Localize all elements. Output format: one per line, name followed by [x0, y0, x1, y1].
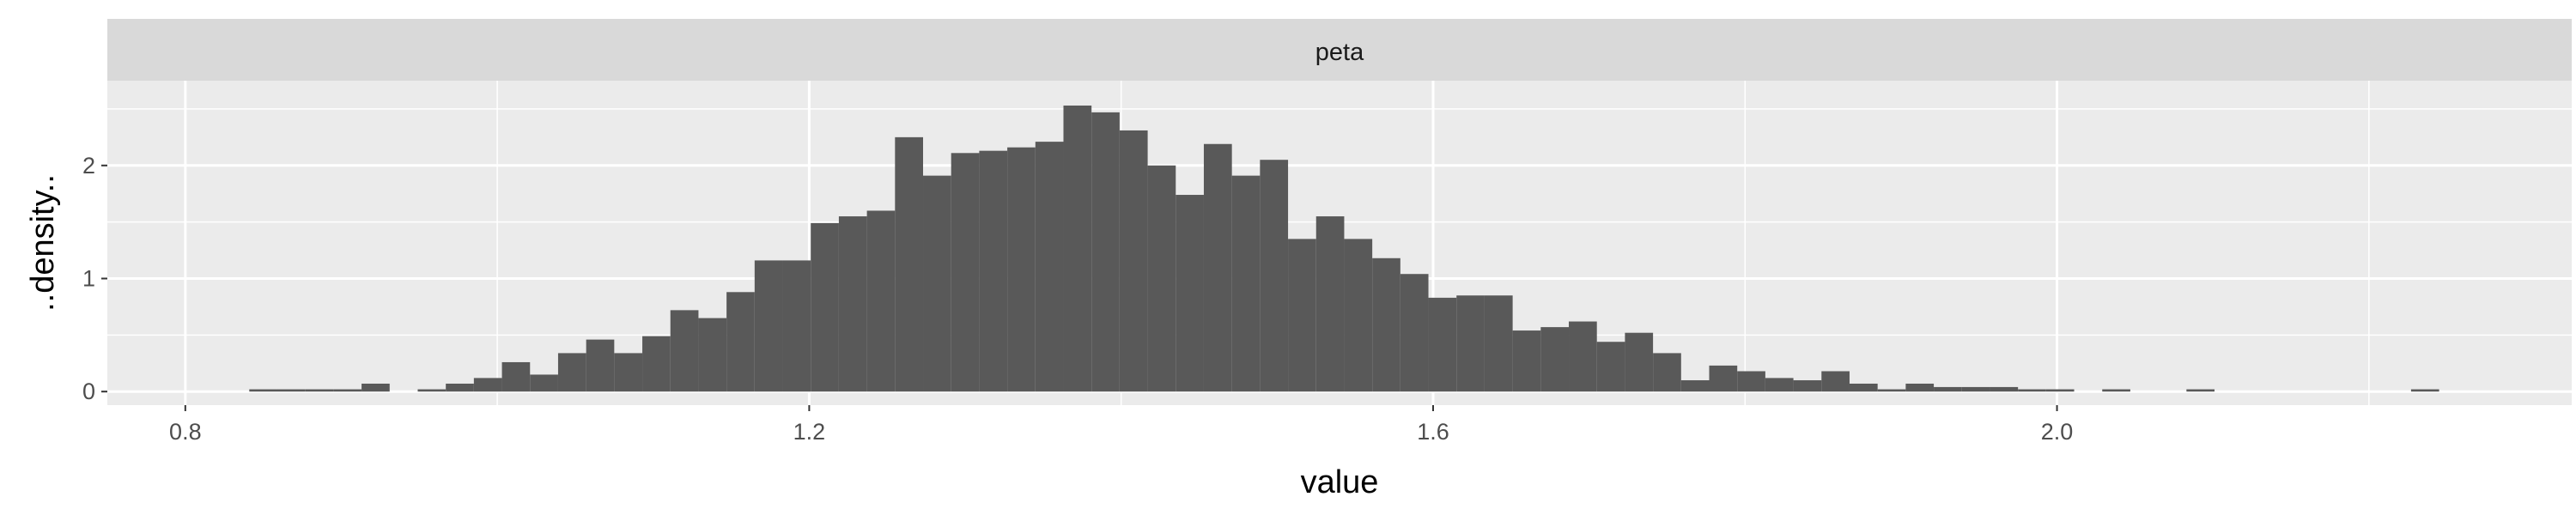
histogram-bar	[1400, 274, 1429, 392]
histogram-bar	[1793, 380, 1822, 392]
histogram-bar	[446, 383, 474, 392]
histogram-bar	[1877, 389, 1906, 392]
strip-background	[107, 19, 2572, 81]
histogram-bar	[726, 292, 755, 392]
histogram-bar	[895, 136, 924, 392]
histogram-bar	[811, 222, 839, 392]
histogram-bar	[1484, 295, 1513, 392]
histogram-bar	[1344, 239, 1373, 392]
histogram-bar	[2045, 389, 2075, 392]
histogram-bar	[1512, 330, 1541, 392]
histogram-bar	[979, 150, 1008, 392]
histogram-bar	[249, 389, 277, 392]
histogram-bar	[1288, 239, 1316, 392]
x-axis-title: value	[1301, 464, 1379, 500]
histogram-bar	[670, 310, 699, 392]
histogram-bar	[1091, 112, 1120, 392]
y-tick-label: 0	[82, 379, 95, 404]
histogram-bar	[1680, 380, 1710, 392]
histogram-bar	[501, 361, 531, 392]
histogram-bar	[2018, 389, 2046, 392]
x-tick-label: 1.6	[1417, 419, 1449, 445]
histogram-bar	[473, 378, 502, 392]
histogram-bar	[276, 389, 306, 392]
histogram-bar	[1147, 165, 1176, 392]
histogram-bar	[866, 210, 896, 392]
histogram-bar	[586, 339, 615, 392]
histogram-bar	[333, 389, 362, 392]
histogram-bar	[1315, 216, 1345, 392]
histogram-bar	[1063, 105, 1092, 392]
histogram-bar	[754, 260, 783, 392]
histogram-bar	[1934, 386, 1962, 392]
x-axis: 0.8 1.2 1.6 2.0	[169, 405, 2073, 445]
histogram-bar	[1765, 378, 1794, 392]
histogram-bar	[1709, 365, 1738, 392]
histogram-bar	[1260, 160, 1289, 392]
histogram-bar	[1569, 321, 1597, 392]
histogram-bars	[249, 105, 2439, 392]
histogram-bar	[2102, 389, 2130, 392]
x-tick-label: 0.8	[169, 419, 202, 445]
histogram-bar	[1849, 383, 1878, 392]
histogram-bar	[1007, 147, 1036, 392]
histogram-bar	[1119, 130, 1148, 392]
histogram-bar	[1596, 342, 1625, 392]
histogram-bar	[1203, 143, 1232, 392]
histogram-bar	[417, 389, 447, 392]
x-tick-label: 1.2	[793, 419, 826, 445]
histogram-bar	[1231, 175, 1261, 392]
histogram-bar	[1990, 386, 2019, 392]
histogram-bar	[642, 336, 671, 392]
histogram-bar	[1961, 386, 1990, 392]
histogram-bar	[557, 353, 586, 392]
y-tick-label: 1	[82, 265, 95, 291]
x-tick-label: 2.0	[2041, 419, 2074, 445]
facet-strip-label: peta	[1315, 39, 1364, 66]
histogram-bar	[361, 383, 390, 392]
histogram-bar	[1905, 383, 1935, 392]
histogram-bar	[698, 318, 727, 392]
y-axis-title: ..density..	[25, 174, 61, 312]
histogram-bar	[530, 374, 558, 392]
histogram-bar	[305, 389, 334, 392]
histogram-bar	[923, 175, 951, 392]
y-axis: 0 1 2	[82, 153, 107, 404]
histogram-bar	[782, 260, 811, 392]
histogram-bar	[1737, 371, 1765, 392]
histogram-bar	[2410, 389, 2439, 392]
histogram-bar	[1653, 353, 1681, 392]
histogram-bar	[1456, 295, 1485, 392]
histogram-bar	[1821, 371, 1850, 392]
histogram-bar	[1176, 195, 1204, 392]
histogram-bar	[838, 216, 867, 392]
histogram-bar	[1372, 258, 1400, 392]
histogram-bar	[1428, 297, 1457, 392]
histogram-bar	[614, 353, 643, 392]
histogram-bar	[1035, 142, 1064, 392]
histogram-bar	[2186, 389, 2215, 392]
histogram-bar	[1540, 327, 1570, 392]
y-tick-label: 2	[82, 153, 95, 179]
histogram-bar	[1625, 332, 1654, 392]
histogram-bar	[951, 153, 980, 392]
